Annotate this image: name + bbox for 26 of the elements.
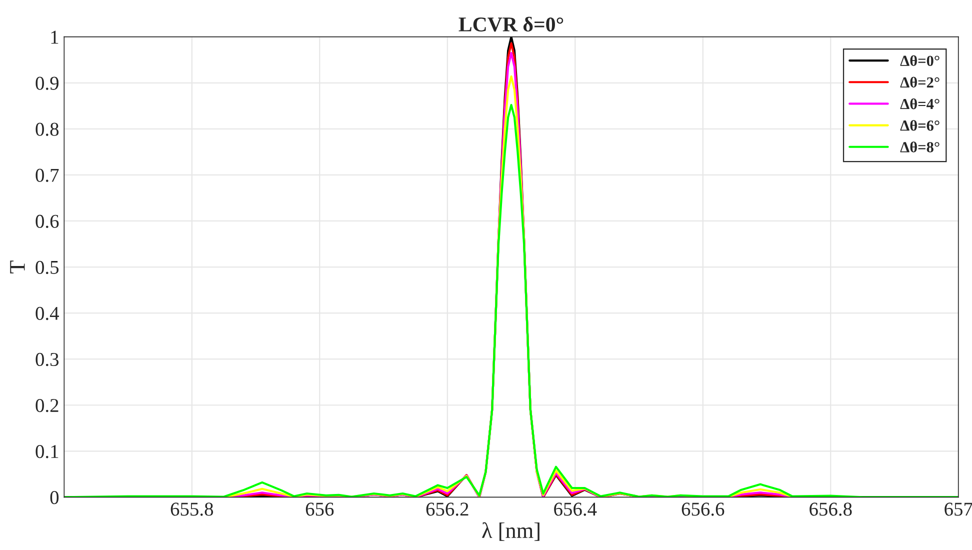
legend-label: Δθ=8° [900, 142, 940, 152]
y-axis-title: T [10, 260, 25, 274]
y-tick-label: 0.5 [36, 260, 59, 274]
y-tick-label: 0.4 [36, 306, 59, 320]
legend-label: Δθ=4° [900, 98, 940, 110]
y-tick-label: 0.8 [36, 122, 59, 136]
y-tick-label: 0.7 [36, 168, 59, 182]
x-tick-label: 656.6 [682, 502, 724, 516]
y-tick-label: 1 [51, 30, 58, 44]
legend-label: Δθ=0° [900, 55, 940, 66]
x-tick-label: 656.4 [554, 502, 597, 516]
chart-title: LCVR δ=0° [458, 16, 564, 32]
legend-label: Δθ=6° [900, 120, 940, 131]
legend-label: Δθ=2° [900, 76, 940, 88]
x-tick-label: 657 [944, 502, 972, 516]
y-tick-label: 0 [50, 491, 59, 504]
x-tick-label: 656 [306, 502, 334, 516]
x-tick-label: 655.8 [170, 502, 214, 516]
x-tick-label: 656.8 [810, 502, 852, 516]
y-tick-label: 0.9 [36, 76, 58, 90]
y-tick-label: 0.1 [36, 444, 58, 458]
x-tick-label: 656.2 [426, 502, 468, 516]
y-tick-label: 0.6 [36, 214, 59, 228]
x-axis-title: λ [nm] [482, 522, 540, 541]
y-tick-label: 0.2 [36, 398, 58, 412]
y-tick-label: 0.3 [36, 352, 59, 366]
